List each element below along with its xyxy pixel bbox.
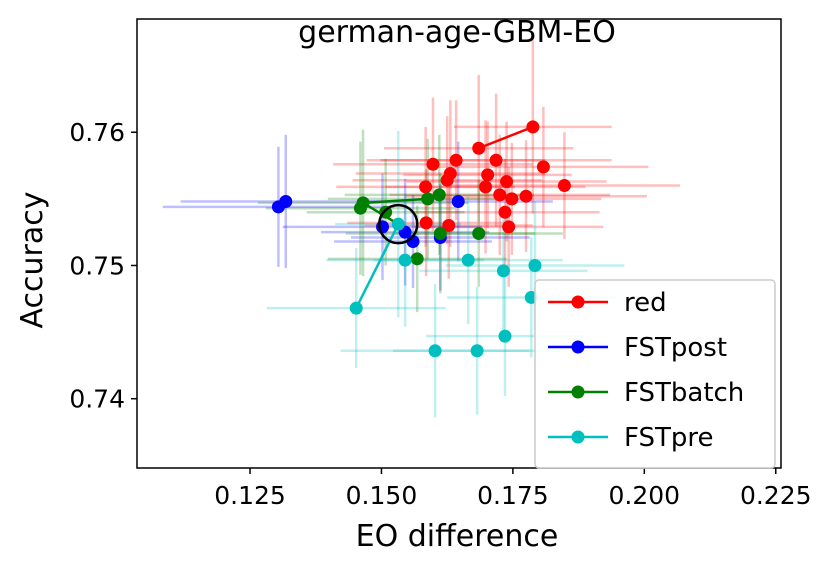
red-data-point [557, 179, 571, 193]
fstpre-series-line [355, 223, 400, 309]
fstpre-data-point [496, 264, 510, 278]
fstpre-data-point [461, 253, 475, 267]
red-data-point [526, 120, 540, 134]
fstbatch-data-point [353, 201, 367, 215]
red-data-point [472, 141, 486, 155]
y-tick-label: 0.76 [69, 118, 125, 147]
x-tick-label: 0.200 [609, 481, 681, 510]
red-data-point [442, 219, 456, 233]
x-tick-label: 0.125 [214, 481, 286, 510]
fstpost-data-point [271, 200, 285, 214]
red-data-point [479, 180, 493, 194]
x-tick-label: 0.150 [346, 481, 418, 510]
red-data-point [440, 173, 454, 187]
fstpost-data-point [451, 195, 465, 209]
red-data-point [500, 175, 514, 189]
fstbatch-data-point [472, 227, 486, 241]
red-series-line [478, 125, 534, 150]
chart-title: german-age-GBM-EO [298, 15, 616, 50]
red-data-point [505, 192, 519, 206]
legend-marker-red [571, 295, 585, 309]
red-data-point [498, 205, 512, 219]
fstpre-data-point [349, 301, 363, 315]
y-axis: 0.74 0.75 0.76 [69, 118, 137, 414]
fstpre-data-point [498, 329, 512, 343]
legend: red FSTpost FSTbatch FSTpre [534, 279, 776, 469]
legend-label-fstbatch: FSTbatch [624, 378, 744, 408]
fstpre-data-point [470, 344, 484, 358]
fstpre-data-point [398, 253, 412, 267]
fstbatch-data-point [410, 252, 424, 266]
red-data-point [493, 188, 507, 202]
highlight-circle [378, 203, 419, 245]
x-axis: 0.125 0.150 0.175 0.200 0.225 [214, 468, 812, 510]
red-data-point [519, 189, 533, 203]
x-axis-label: EO difference [356, 519, 559, 554]
red-data-point [489, 153, 503, 167]
legend-box [534, 279, 776, 469]
y-tick-label: 0.74 [69, 385, 125, 414]
fstpre-data-point [428, 344, 442, 358]
legend-marker-fstpre [571, 430, 585, 444]
x-tick-label: 0.175 [477, 481, 549, 510]
legend-label-fstpost: FSTpost [624, 333, 727, 363]
fstbatch-data-point [421, 192, 435, 206]
legend-label-red: red [624, 288, 667, 318]
fstpost-data-point [376, 220, 390, 234]
fstbatch-data-point [433, 227, 447, 241]
red-data-point [481, 168, 495, 182]
red-data-point [536, 160, 550, 174]
fstpre-data-point [391, 217, 405, 231]
red-data-point [502, 220, 516, 234]
plot-frame [136, 18, 782, 469]
y-tick-label: 0.75 [69, 251, 125, 280]
red-data-point [426, 157, 440, 171]
fstbatch-data-point [432, 188, 446, 202]
red-data-point [449, 153, 463, 167]
legend-marker-fstpost [571, 340, 585, 354]
legend-marker-fstbatch [571, 385, 585, 399]
y-axis-label: Accuracy [15, 192, 50, 329]
red-data-point [419, 180, 433, 194]
red-data-point [419, 216, 433, 230]
x-tick-label: 0.225 [740, 481, 812, 510]
legend-label-fstpre: FSTpre [624, 423, 714, 453]
fstpre-data-point [528, 258, 542, 272]
